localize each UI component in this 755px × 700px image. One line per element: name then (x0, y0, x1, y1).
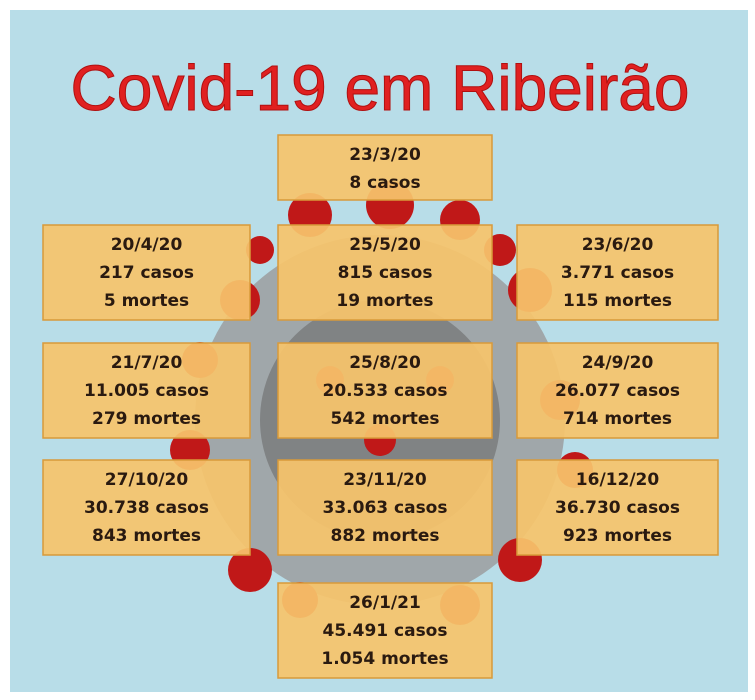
box-deaths: 542 mortes (331, 409, 440, 429)
box-date: 25/8/20 (349, 353, 421, 373)
box-deaths: 714 mortes (563, 409, 672, 429)
box-date: 24/9/20 (582, 353, 654, 373)
box-date: 23/6/20 (582, 235, 654, 255)
box-cases: 11.005 casos (84, 381, 209, 401)
box-date: 21/7/20 (111, 353, 183, 373)
box-deaths: 279 mortes (92, 409, 201, 429)
box-deaths: 115 mortes (563, 291, 672, 311)
box-deaths: 5 mortes (104, 291, 189, 311)
box-date: 25/5/20 (349, 235, 421, 255)
box-deaths: 882 mortes (331, 526, 440, 546)
box-cases: 30.738 casos (84, 498, 209, 518)
box-cases: 3.771 casos (561, 263, 674, 283)
box-cases: 217 casos (99, 263, 194, 283)
box-deaths: 843 mortes (92, 526, 201, 546)
box-cases: 45.491 casos (323, 621, 448, 641)
box-cases: 26.077 casos (555, 381, 680, 401)
box-cases: 20.533 casos (323, 381, 448, 401)
title: Covid-19 em Ribeirão (71, 52, 690, 124)
box-date: 16/12/20 (576, 470, 660, 490)
box-date: 23/3/20 (349, 145, 421, 165)
box-cases: 8 casos (349, 173, 420, 193)
box-deaths: 1.054 mortes (321, 649, 448, 669)
box-cases: 33.063 casos (323, 498, 448, 518)
box-date: 26/1/21 (349, 593, 421, 613)
box-cases: 36.730 casos (555, 498, 680, 518)
infographic: Covid-19 em Ribeirão 23/3/20 8 casos 20/4/… (0, 0, 755, 700)
box-deaths: 923 mortes (563, 526, 672, 546)
box-date: 23/11/20 (343, 470, 427, 490)
box-date: 27/10/20 (105, 470, 189, 490)
box-deaths: 19 mortes (336, 291, 433, 311)
box-cases: 815 casos (338, 263, 433, 283)
box-date: 20/4/20 (111, 235, 183, 255)
